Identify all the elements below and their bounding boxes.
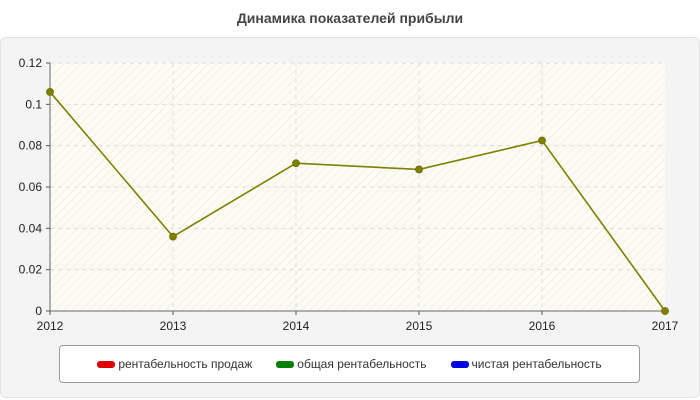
x-tick-label: 2012 [37, 319, 64, 333]
y-tick-label: 0.06 [19, 180, 43, 194]
y-tick-label: 0 [35, 304, 42, 318]
y-tick-label: 0.1 [25, 97, 42, 111]
y-tick-label: 0.08 [19, 139, 43, 153]
chart-title: Динамика показателей прибыли [236, 10, 464, 26]
legend-swatch-red [97, 360, 116, 368]
legend-swatch-blue [450, 360, 469, 368]
data-point [292, 159, 300, 168]
legend-item-total-profitability[interactable]: общая рентабельность [276, 357, 427, 371]
legend-label: рентабельность продаж [118, 357, 253, 371]
legend: рентабельность продаж общая рентабельнос… [59, 345, 640, 383]
x-tick-label: 2017 [652, 319, 679, 333]
data-point [538, 136, 546, 145]
x-tick-label: 2013 [160, 319, 187, 333]
legend-label: общая рентабельность [297, 357, 427, 371]
data-point [46, 88, 54, 96]
x-tick-label: 2015 [406, 319, 433, 333]
y-tick-label: 0.04 [19, 221, 43, 235]
x-tick-label: 2016 [529, 319, 556, 333]
legend-item-sales-profitability[interactable]: рентабельность продаж [97, 357, 252, 371]
data-point [661, 307, 669, 315]
series-line [49, 91, 666, 312]
x-tick-label: 2014 [283, 319, 310, 333]
data-point [169, 232, 177, 241]
y-tick-label: 0.12 [19, 56, 43, 70]
legend-item-net-profitability[interactable]: чистая рентабельность [450, 357, 602, 371]
legend-label: чистая рентабельность [471, 357, 602, 371]
y-tick-label: 0.02 [19, 263, 43, 277]
legend-swatch-green [276, 360, 295, 368]
data-point [415, 165, 423, 174]
